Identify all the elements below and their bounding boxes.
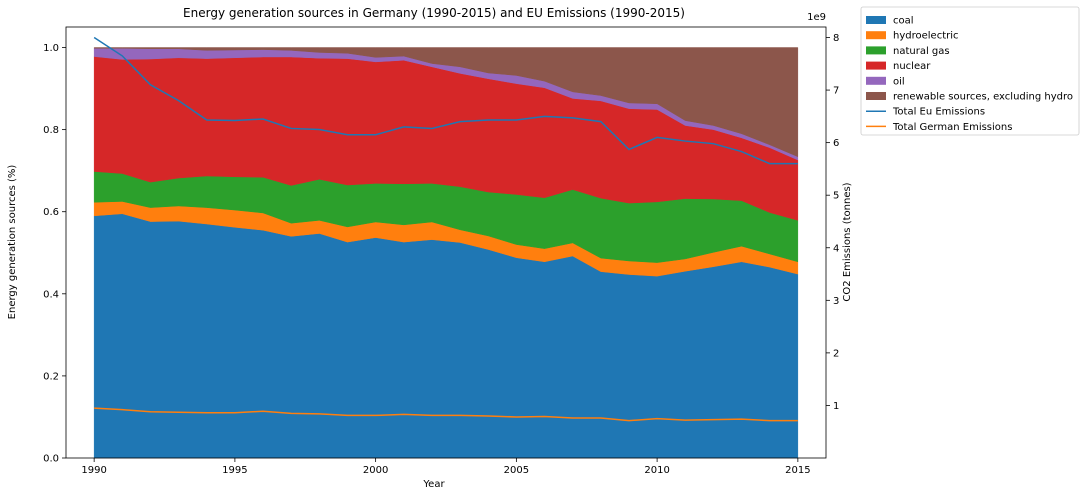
legend-swatch-oil [866, 76, 886, 85]
y-right-tick-label: 6 [833, 138, 839, 149]
legend-label-oil: oil [893, 76, 905, 87]
line-total-german-emissions [94, 407, 798, 422]
y-right-tick-label: 2 [833, 348, 839, 359]
x-tick-label: 2000 [363, 465, 388, 476]
y-right-tick-label: 3 [833, 296, 839, 307]
y-tick-label: 0.6 [43, 207, 59, 218]
x-tick-label: 1995 [222, 465, 247, 476]
emission-lines-layer [93, 36, 798, 422]
x-tick-label: 2010 [644, 465, 669, 476]
legend-label-natural-gas: natural gas [893, 46, 950, 57]
line-total-eu-emissions [93, 36, 798, 165]
y-tick-label: 0.8 [43, 125, 59, 136]
y-axis-right: 1 2 3 4 5 6 7 8 [826, 33, 839, 412]
legend-label-nuclear: nuclear [893, 61, 931, 72]
plot-frame [65, 26, 827, 459]
legend-label-hydroelectric: hydroelectric [893, 31, 959, 42]
y-tick-label: 1.0 [43, 43, 59, 54]
legend-swatch-coal [866, 16, 886, 24]
x-tick-label: 2005 [504, 465, 529, 476]
y-tick-label: 0.4 [43, 289, 59, 300]
legend-label-total-eu-emissions: Total Eu Emissions [892, 107, 985, 118]
x-tick-label: 1990 [81, 465, 106, 476]
x-tick-label: 2015 [785, 465, 810, 476]
legend: coal hydroelectric natural gas nuclear oil re… [860, 6, 1080, 136]
area-renewable-sources-excluding-hydro [93, 47, 799, 158]
y-right-tick-label: 7 [833, 86, 839, 97]
x-axis: 1990 1995 2000 2005 2010 2015 [81, 458, 811, 476]
legend-box [860, 6, 1080, 136]
y-right-tick-label: 4 [833, 243, 839, 254]
y-axis-right-label: CO2 Emissions (tonnes) [842, 182, 853, 301]
legend-swatch-hydroelectric [866, 31, 886, 40]
y-right-tick-label: 5 [833, 191, 839, 202]
legend-swatch-renewable-sources-excluding-hydro [866, 92, 886, 100]
y-tick-label: 0.0 [43, 454, 59, 465]
y-axis-label: Energy generation sources (%) [7, 165, 18, 320]
legend-swatch-natural-gas [866, 46, 886, 55]
y-right-tick-label: 1 [833, 401, 839, 412]
x-axis-label: Year [422, 479, 445, 490]
legend-label-renewable-sources-excluding-hydro: renewable sources, excluding hydro [893, 92, 1073, 103]
right-axis-multiplier: 1e9 [807, 12, 826, 23]
legend-swatch-nuclear [866, 61, 886, 70]
y-axis-left: 0.0 0.2 0.4 0.6 0.8 1.0 [43, 43, 66, 465]
y-tick-label: 0.2 [43, 371, 59, 382]
legend-label-total-german-emissions: Total German Emissions [892, 122, 1012, 133]
stacked-area-layer [93, 47, 799, 459]
y-right-tick-label: 8 [833, 33, 839, 44]
chart-title: Energy generation sources in Germany (19… [183, 6, 685, 20]
legend-label-coal: coal [893, 16, 914, 27]
